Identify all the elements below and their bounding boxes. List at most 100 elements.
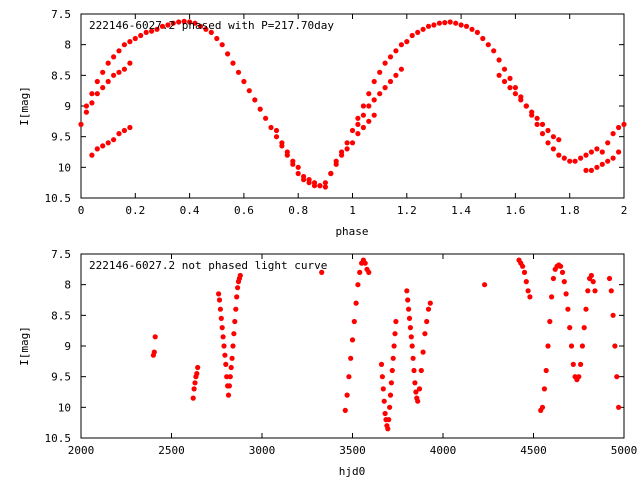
- phased-data-point: [366, 103, 372, 109]
- phased-xtick-label: 1.2: [397, 204, 417, 217]
- phased-data-point: [192, 20, 198, 26]
- phased-data-point: [393, 48, 399, 54]
- phased-data-point: [534, 121, 540, 127]
- unphased-xtick-label: 3500: [339, 444, 366, 457]
- phased-data-point: [447, 19, 453, 25]
- unphased-data-point: [610, 312, 616, 318]
- unphased-data-point: [568, 343, 575, 349]
- unphased-ticks: 2000 2500 3000 3500 4000 4500 5000 7.5 8 8.5 9 9.5 1…: [45, 248, 638, 457]
- unphased-data-point: [539, 404, 546, 410]
- unphased-data-point: [581, 325, 587, 331]
- phased-data-point: [127, 39, 133, 45]
- phased-data-point: [404, 39, 410, 45]
- phased-data-point: [480, 35, 486, 42]
- unphased-data-point: [346, 374, 352, 380]
- unphased-data-point: [229, 355, 235, 361]
- unphased-data-point: [563, 291, 569, 297]
- unphased-data-point: [379, 374, 385, 380]
- unphased-data-point: [559, 269, 566, 275]
- unphased-xtick-label: 5000: [611, 444, 638, 457]
- phased-ytick-label: 9.5: [51, 131, 71, 144]
- unphased-data-point: [386, 417, 392, 423]
- unphased-data-point: [353, 300, 359, 306]
- phased-xtick-label: 1: [349, 204, 356, 217]
- unphased-data-point: [226, 383, 232, 389]
- unphased-xtick-label: 2000: [68, 444, 95, 457]
- unphased-data-point: [590, 279, 596, 285]
- phased-data-point: [100, 85, 106, 91]
- unphased-data-point: [387, 404, 393, 410]
- phased-ytick-label: 8.5: [51, 69, 71, 82]
- unphased-title: 222146-6027.2 not phased light curve: [89, 259, 327, 272]
- phased-data-point: [328, 170, 334, 177]
- phased-data-point: [382, 60, 388, 66]
- unphased-data-point: [408, 334, 414, 340]
- phased-data-point: [360, 112, 366, 118]
- phased-data-point: [268, 124, 274, 131]
- phased-data-point: [165, 22, 171, 28]
- unphased-data-point: [190, 395, 196, 401]
- phased-panel: 0 0.2 0.4 0.6 0.8 1 1.2 1.4 1.6 1.8 2 7.5 8 8.5 9 9.5 10…: [18, 8, 627, 238]
- phased-data-point: [436, 20, 442, 26]
- phased-data-point: [306, 177, 312, 183]
- phased-data-point: [518, 97, 524, 103]
- phased-data-point: [523, 103, 529, 109]
- unphased-data-point: [224, 374, 230, 380]
- phased-data-point: [583, 152, 589, 158]
- phased-data-point: [89, 100, 95, 106]
- phased-data-point: [273, 127, 280, 134]
- unphased-data-point: [217, 306, 223, 312]
- phased-data-point: [344, 140, 350, 146]
- phased-data-point: [187, 19, 193, 25]
- phased-data-point: [371, 112, 377, 118]
- phased-data-point: [290, 158, 296, 164]
- phased-data-point: [273, 134, 280, 140]
- unphased-data-point: [427, 300, 433, 306]
- phased-data-point: [463, 23, 470, 29]
- unphased-data-point: [221, 343, 227, 349]
- phased-data-point: [485, 42, 491, 48]
- unphased-data-point: [406, 306, 412, 312]
- unphased-data-point: [225, 392, 232, 398]
- unphased-data-point: [348, 355, 354, 361]
- phased-data-point: [333, 158, 339, 164]
- phased-data-point: [496, 72, 502, 78]
- unphased-data-point: [381, 398, 387, 404]
- unphased-data-point: [344, 392, 350, 398]
- phased-data-point: [132, 35, 138, 42]
- unphased-ytick-label: 7.5: [51, 248, 71, 261]
- unphased-data-point: [616, 404, 622, 410]
- unphased-data-point: [192, 380, 198, 386]
- phased-data-point: [214, 35, 220, 42]
- phased-data-point: [610, 131, 616, 137]
- phased-data-point: [556, 152, 562, 158]
- phased-data-point: [154, 26, 160, 32]
- unphased-data-point: [349, 337, 356, 343]
- unphased-data-point: [220, 334, 226, 340]
- unphased-data-point: [387, 392, 394, 398]
- unphased-data-point: [230, 343, 236, 349]
- phased-data-point: [599, 161, 605, 167]
- phased-xtick-label: 1.4: [451, 204, 471, 217]
- phased-data-point: [409, 32, 415, 39]
- phased-xtick-label: 1.6: [505, 204, 525, 217]
- unphased-data-point: [545, 343, 551, 349]
- phased-data-point: [317, 183, 323, 189]
- phased-data-point: [94, 146, 100, 152]
- unphased-data-point: [579, 343, 586, 349]
- unphased-data-point: [482, 282, 488, 288]
- unphased-points: [150, 257, 622, 432]
- unphased-data-point: [392, 331, 398, 337]
- phased-ytick-label: 9: [64, 100, 71, 113]
- phased-data-point: [599, 149, 605, 155]
- phased-xtick-label: 0: [78, 204, 85, 217]
- phased-data-point: [355, 121, 361, 127]
- unphased-data-point: [614, 374, 620, 380]
- phased-data-point: [100, 143, 106, 149]
- phased-points: [78, 18, 627, 190]
- phased-data-point: [534, 115, 540, 121]
- unphased-data-point: [418, 367, 424, 374]
- phased-data-point: [105, 140, 111, 146]
- phased-data-point: [355, 131, 361, 137]
